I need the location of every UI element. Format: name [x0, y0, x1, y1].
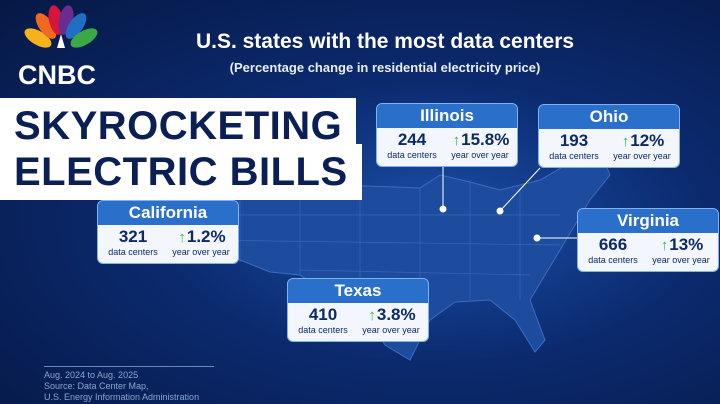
data-center-count: 321 — [118, 227, 148, 246]
headline: ELECTRIC BILLS — [0, 144, 362, 200]
footer-line: Source: Data Center Map, — [44, 381, 149, 391]
change-label: year over year — [652, 255, 710, 265]
change-label: year over year — [451, 150, 509, 160]
price-change: 13% — [648, 235, 716, 255]
price-change: 12% — [609, 131, 677, 151]
state-name: Ohio — [539, 105, 679, 129]
footer-line: Aug. 2024 to Aug. 2025 — [44, 370, 139, 380]
change-label: year over year — [362, 325, 420, 335]
change-label: year over year — [172, 247, 230, 257]
count-label: data centers — [387, 150, 437, 160]
us-map — [169, 149, 611, 361]
price-change: 15.8% — [447, 130, 515, 150]
data-center-count: 193 — [559, 131, 589, 150]
change-label: year over year — [613, 151, 671, 161]
count-label: data centers — [298, 325, 348, 335]
logo-text: CNBC — [18, 60, 96, 90]
count-label: data centers — [549, 151, 599, 161]
price-change: 3.8% — [358, 305, 426, 325]
state-name: Illinois — [377, 104, 517, 128]
footer-line: U.S. Energy Information Administration — [44, 392, 200, 402]
title: U.S. states with the most data centers — [195, 30, 575, 53]
price-change: 1.2% — [168, 227, 236, 247]
state-lines — [190, 178, 561, 300]
data-center-count: 244 — [397, 130, 427, 149]
footer: Aug. 2024 to Aug. 2025 Source: Data Cente… — [44, 366, 214, 403]
count-label: data centers — [108, 247, 158, 257]
data-center-count: 666 — [598, 235, 628, 254]
state-name: Texas — [288, 279, 428, 303]
data-center-count: 410 — [308, 305, 338, 324]
peacock-logo — [24, 5, 98, 48]
count-label: data centers — [588, 255, 638, 265]
pointers — [439, 167, 577, 242]
subtitle: (Percentage change in residential electr… — [229, 60, 541, 75]
state-name: California — [98, 201, 238, 225]
state-name: Virginia — [578, 209, 718, 233]
